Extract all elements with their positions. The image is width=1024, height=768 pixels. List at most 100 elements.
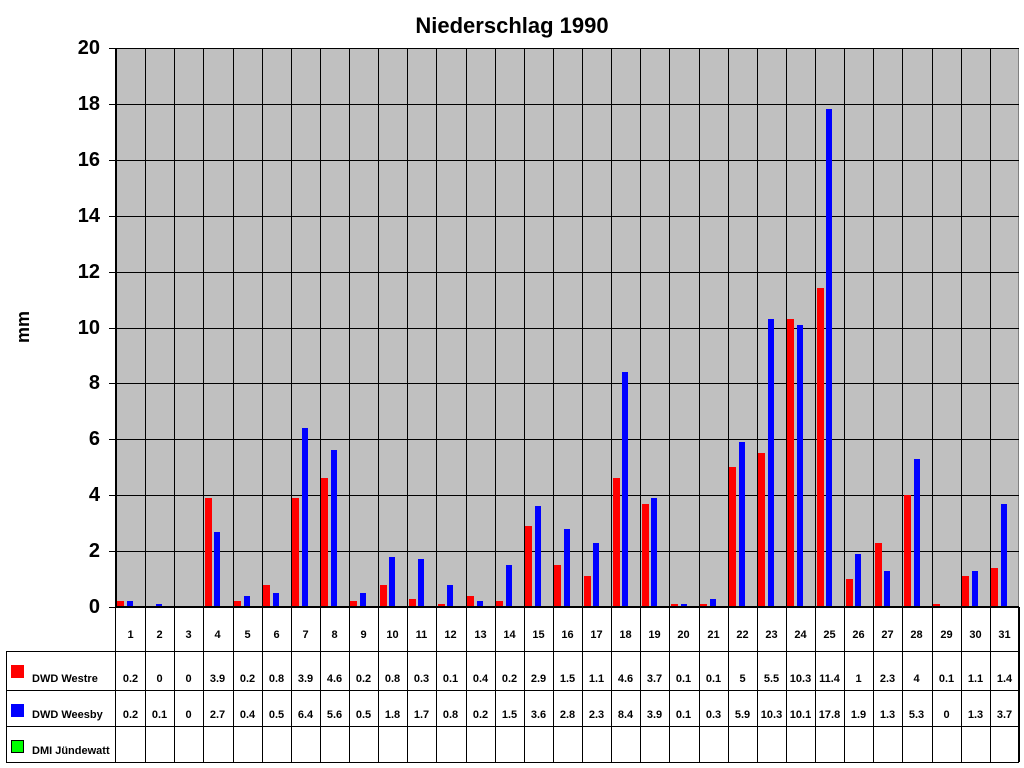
bar-dwd-westre-day-5 [234, 601, 241, 607]
y-tick-label: 20 [77, 37, 100, 59]
legend-label: DWD Westre [32, 673, 98, 685]
x-category-label: 4 [214, 629, 221, 641]
y-tick-mark [109, 551, 116, 552]
bar-dwd-westre-day-26 [846, 579, 853, 607]
table-border [203, 607, 204, 762]
bar-dwd-westre-day-29 [933, 604, 940, 607]
table-border [495, 607, 496, 762]
bar-dwd-weesby-day-1 [127, 601, 133, 607]
bar-dwd-weesby-day-20 [681, 604, 687, 607]
table-cell-value: 0.1 [151, 709, 168, 721]
table-cell-value: 5.6 [326, 709, 343, 721]
bar-dwd-westre-day-7 [292, 498, 299, 607]
y-tick-mark [109, 272, 116, 273]
table-border [174, 607, 175, 762]
v-gridline [436, 48, 437, 607]
x-category-label: 18 [619, 629, 632, 641]
bar-dwd-westre-day-22 [729, 467, 736, 607]
bar-dwd-westre-day-23 [758, 453, 765, 607]
v-gridline [291, 48, 292, 607]
x-category-label: 27 [881, 629, 894, 641]
table-border [233, 607, 234, 762]
legend-swatch-dwd-weesby [11, 704, 24, 717]
table-cell-value: 0.3 [705, 709, 722, 721]
x-category-label: 24 [794, 629, 807, 641]
bar-dwd-weesby-day-9 [360, 593, 366, 607]
legend-label: DWD Weesby [32, 709, 103, 721]
table-border [349, 607, 350, 762]
table-cell-value: 5.5 [763, 673, 780, 685]
h-gridline [116, 160, 1019, 161]
v-gridline [466, 48, 467, 607]
bar-dwd-westre-day-28 [904, 495, 911, 607]
x-category-label: 28 [910, 629, 923, 641]
bar-dwd-westre-day-16 [554, 565, 561, 607]
bar-dwd-westre-day-1 [117, 601, 124, 607]
v-gridline [407, 48, 408, 607]
table-border [553, 607, 554, 762]
bar-dwd-westre-day-21 [700, 604, 707, 607]
table-border [873, 607, 874, 762]
table-border [6, 651, 1019, 652]
bar-dwd-westre-day-30 [962, 576, 969, 607]
v-gridline [932, 48, 933, 607]
bar-dwd-westre-day-12 [438, 604, 445, 607]
y-tick-mark [109, 160, 116, 161]
v-gridline [961, 48, 962, 607]
x-category-label: 31 [998, 629, 1011, 641]
table-cell-value: 0.8 [442, 709, 459, 721]
table-border [466, 607, 467, 762]
bar-dwd-weesby-day-15 [535, 506, 541, 607]
bar-dwd-weesby-day-13 [477, 601, 483, 607]
bar-dwd-westre-day-13 [467, 596, 474, 607]
table-cell-value: 1.8 [384, 709, 401, 721]
x-category-label: 2 [156, 629, 163, 641]
table-cell-value: 0.4 [472, 673, 489, 685]
table-cell-value: 0.1 [938, 673, 955, 685]
table-cell-value: 0.8 [384, 673, 401, 685]
table-cell-value: 10.3 [789, 673, 812, 685]
x-category-label: 12 [444, 629, 457, 641]
x-category-label: 13 [474, 629, 487, 641]
x-category-label: 21 [707, 629, 720, 641]
table-cell-value: 1.4 [996, 673, 1013, 685]
bar-dwd-westre-day-17 [584, 576, 591, 607]
bar-dwd-weesby-day-12 [447, 585, 453, 607]
table-border [844, 607, 845, 762]
x-category-label: 7 [302, 629, 309, 641]
table-border [961, 607, 962, 762]
v-gridline [553, 48, 554, 607]
table-cell-value: 0.1 [675, 709, 692, 721]
bar-dwd-weesby-day-11 [418, 559, 424, 607]
x-category-label: 17 [590, 629, 603, 641]
bar-dwd-weesby-day-5 [244, 596, 250, 607]
table-border [932, 607, 933, 762]
table-cell-value: 3.9 [646, 709, 663, 721]
x-category-label: 15 [532, 629, 545, 641]
bar-dwd-westre-day-10 [380, 585, 387, 607]
bar-dwd-weesby-day-14 [506, 565, 512, 607]
x-category-label: 30 [969, 629, 982, 641]
h-gridline [116, 216, 1019, 217]
bar-dwd-weesby-day-30 [972, 571, 978, 607]
x-category-label: 8 [331, 629, 338, 641]
bar-dwd-westre-day-25 [817, 288, 824, 607]
table-cell-value: 2.8 [559, 709, 576, 721]
v-gridline [320, 48, 321, 607]
table-border [6, 690, 1019, 691]
table-cell-value: 1.5 [559, 673, 576, 685]
table-cell-value: 0.1 [675, 673, 692, 685]
v-gridline [844, 48, 845, 607]
table-border [378, 607, 379, 762]
table-cell-value: 4.6 [326, 673, 343, 685]
table-border [320, 607, 321, 762]
v-gridline [728, 48, 729, 607]
table-border [115, 607, 116, 762]
bar-dwd-westre-day-4 [205, 498, 212, 607]
table-cell-value: 6.4 [297, 709, 314, 721]
x-category-label: 3 [185, 629, 192, 641]
v-gridline [262, 48, 263, 607]
table-cell-value: 0.2 [122, 673, 139, 685]
table-cell-value: 10.3 [760, 709, 783, 721]
table-cell-value: 1.3 [967, 709, 984, 721]
